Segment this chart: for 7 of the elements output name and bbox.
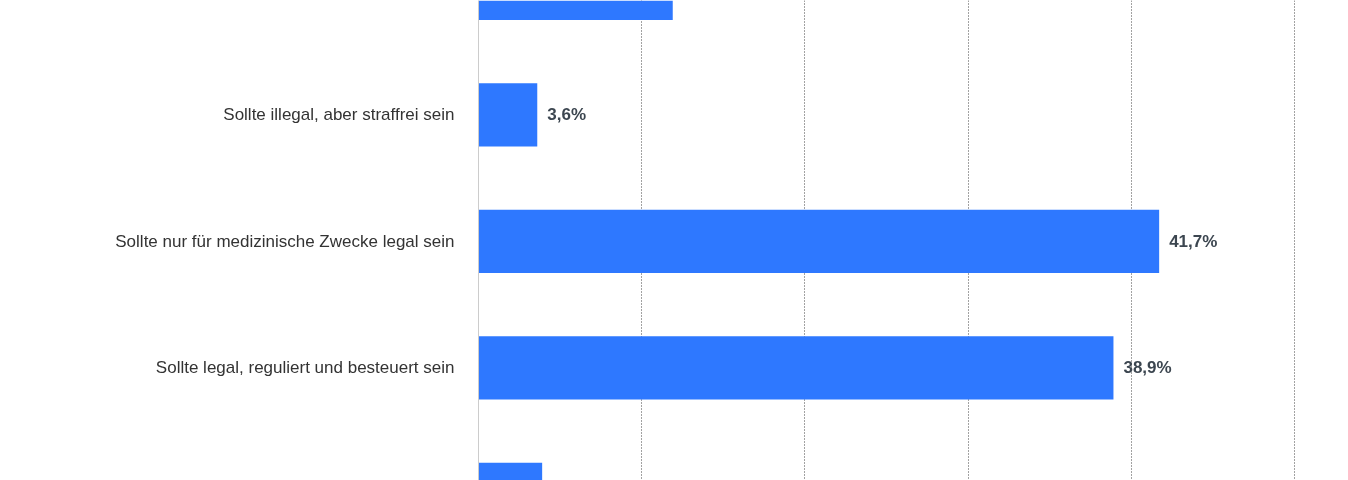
y-tick-label: Sollte nur für medizinische Zwecke legal sein xyxy=(115,231,455,251)
y-tick-label: Sollte illegal, aber straffrei sein xyxy=(223,105,455,125)
bar xyxy=(478,209,1160,274)
data-label: 3,6% xyxy=(547,105,587,125)
data-label: 41,7% xyxy=(1169,231,1218,251)
y-tick-label: Sollte legal, reguliert und besteuert sein xyxy=(155,358,455,378)
data-label: 38,9% xyxy=(1123,358,1172,378)
